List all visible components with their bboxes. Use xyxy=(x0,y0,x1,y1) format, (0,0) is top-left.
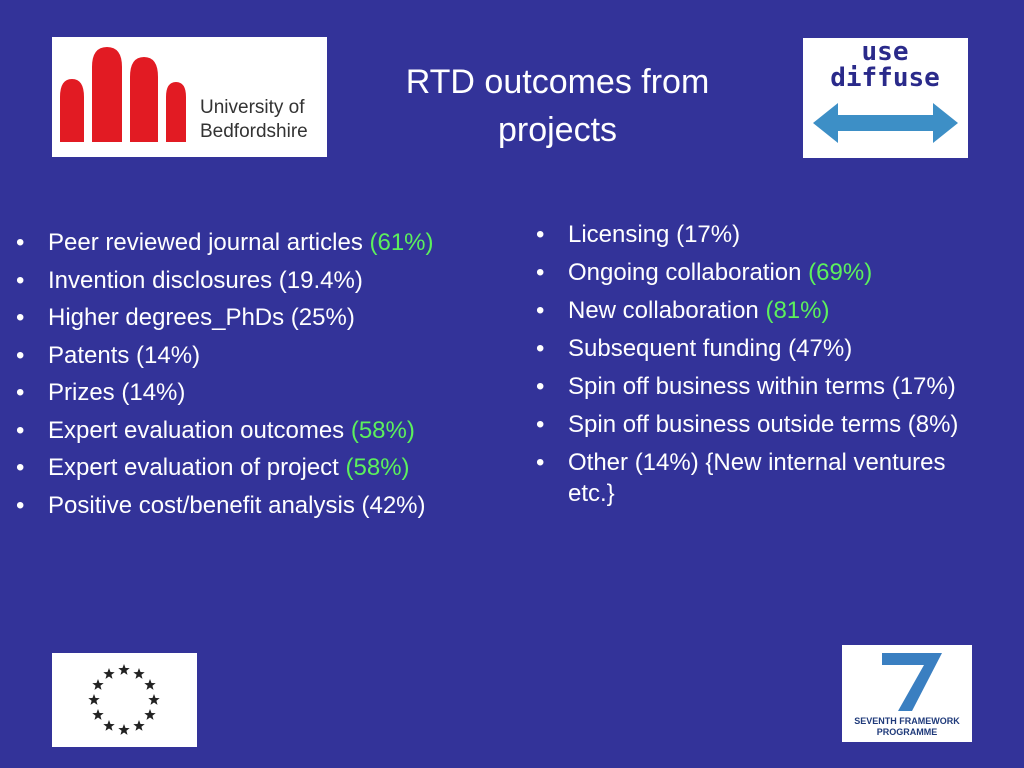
slide-title: RTD outcomes from projects xyxy=(405,63,710,149)
seven-shape xyxy=(882,653,942,711)
item-text: Expert evaluation of project xyxy=(48,454,339,481)
star xyxy=(144,709,156,720)
star xyxy=(88,694,100,705)
bullet-list: Licensing (17%) Ongoing collaboration (69… xyxy=(536,219,968,516)
bullet-item: Subsequent funding (47%) xyxy=(536,333,968,364)
bullet-item: New collaboration (81%) xyxy=(536,295,968,326)
item-text: New collaboration xyxy=(568,297,759,324)
item-text: Ongoing collaboration xyxy=(568,259,802,286)
bullet-item: Prizes (14%) xyxy=(16,377,516,408)
item-text: Invention disclosures (19.4%) xyxy=(48,266,363,294)
university-logo-graphic: University of Bedfordshire xyxy=(60,47,308,142)
fp7-logo: SEVENTH FRAMEWORK PROGRAMME xyxy=(842,645,972,742)
bullet-item: Spin off business outside terms (8%) xyxy=(536,409,968,440)
star xyxy=(148,694,160,705)
university-logo: University of Bedfordshire xyxy=(52,37,327,157)
item-text: Spin off business outside terms (8%) xyxy=(568,411,959,438)
logo-text: PROGRAMME xyxy=(877,727,938,737)
star xyxy=(92,679,104,690)
item-text: Positive cost/benefit analysis (42%) xyxy=(48,491,426,519)
star xyxy=(103,720,115,731)
item-highlight: (61%) xyxy=(369,229,434,256)
fp7-graphic: SEVENTH FRAMEWORK PROGRAMME xyxy=(854,653,960,737)
item-highlight: (69%) xyxy=(808,259,873,286)
logo-shape xyxy=(60,47,186,142)
item-text: Other (14%) {New internal ventures etc.} xyxy=(568,449,946,507)
item-highlight: (81%) xyxy=(765,297,830,324)
logo-text: SEVENTH FRAMEWORK xyxy=(854,716,960,726)
logo-text: use xyxy=(862,38,909,67)
star xyxy=(144,679,156,690)
item-text: Higher degrees_PhDs (25%) xyxy=(48,304,355,331)
bullet-item: Ongoing collaboration (69%) xyxy=(536,257,968,288)
bullet-item: Licensing (17%) xyxy=(536,219,968,250)
item-text: Subsequent funding (47%) xyxy=(568,335,853,362)
logo-text: University of xyxy=(200,97,305,118)
bullet-item: Invention disclosures (19.4%) xyxy=(16,265,516,296)
star xyxy=(118,664,130,675)
bullet-item: Expert evaluation outcomes (58%) xyxy=(16,415,516,446)
eu-stars xyxy=(88,664,160,735)
item-text: Peer reviewed journal articles xyxy=(48,229,363,256)
star xyxy=(118,724,130,735)
item-text: Prizes (14%) xyxy=(48,379,186,406)
item-text: Expert evaluation outcomes xyxy=(48,416,345,444)
logo-text: diffuse xyxy=(830,63,940,93)
item-highlight: (58%) xyxy=(350,416,415,444)
logo-text: Bedfordshire xyxy=(200,121,308,142)
bullet-item: Other (14%) {New internal ventures etc.} xyxy=(536,447,968,509)
item-text: Spin off business within terms (17%) xyxy=(568,373,956,400)
use-diffuse-graphic: use diffuse xyxy=(813,37,958,143)
bullet-item: Peer reviewed journal articles (61%) xyxy=(16,227,516,258)
bullet-item: Expert evaluation of project (58%) xyxy=(16,452,516,483)
eu-flag xyxy=(52,653,197,747)
star xyxy=(103,668,115,679)
arrow xyxy=(813,103,958,143)
use-diffuse-logo: use diffuse xyxy=(803,37,968,158)
item-text: Licensing (17%) xyxy=(568,221,741,248)
bullet-item: Spin off business within terms (17%) xyxy=(536,371,968,402)
bullet-item: Higher degrees_PhDs (25%) xyxy=(16,302,516,333)
star xyxy=(133,668,145,679)
bullet-list: Peer reviewed journal articles (61%)Inve… xyxy=(16,227,516,527)
item-highlight: (58%) xyxy=(345,454,410,481)
star xyxy=(133,720,145,731)
star xyxy=(92,709,104,720)
bullet-item: Positive cost/benefit analysis (42%) xyxy=(16,490,516,521)
bullet-item: Patents (14%) xyxy=(16,340,516,371)
item-text: Patents (14%) xyxy=(48,341,201,369)
